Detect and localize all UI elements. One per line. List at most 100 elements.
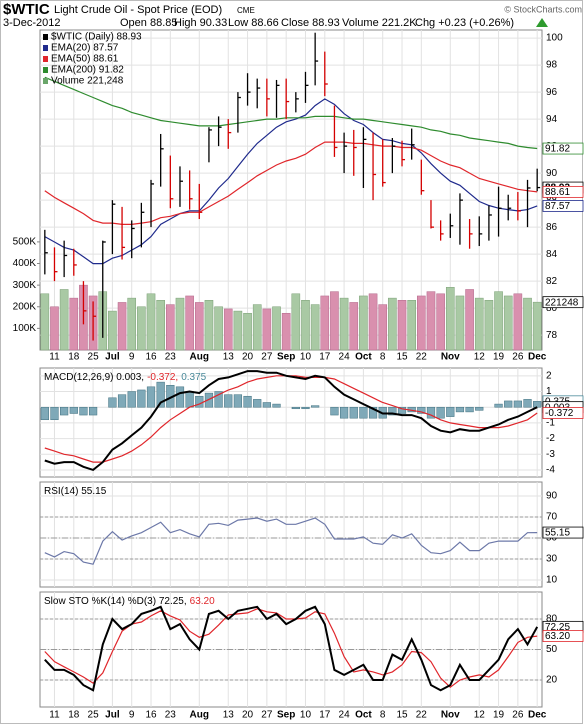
value-tag bbox=[542, 185, 584, 198]
volume-bar bbox=[175, 297, 185, 351]
volume-bar bbox=[59, 289, 69, 351]
histogram-bar bbox=[50, 406, 59, 421]
volume-bar bbox=[426, 291, 436, 351]
volume-bar bbox=[156, 300, 165, 351]
volume-bar bbox=[291, 293, 301, 351]
histogram-bar bbox=[436, 406, 445, 419]
histogram-bar bbox=[40, 406, 49, 421]
symbol: $WTIC bbox=[3, 1, 50, 18]
x-tick-label: 13 bbox=[223, 710, 235, 721]
x-tick-label: 18 bbox=[68, 352, 80, 363]
y-tick-label: 78 bbox=[546, 330, 558, 341]
x-tick-label: 16 bbox=[145, 710, 157, 721]
x-tick-label: 19 bbox=[493, 710, 505, 721]
histogram-bar bbox=[465, 406, 474, 413]
histogram-bar bbox=[494, 403, 503, 408]
volume-bar bbox=[117, 302, 127, 351]
x-tick-label: 25 bbox=[88, 710, 100, 721]
volume-bar bbox=[223, 308, 233, 351]
volume-bar bbox=[233, 310, 243, 351]
histogram-bar bbox=[60, 406, 69, 416]
panel-label-part: 63.20 bbox=[190, 596, 215, 607]
x-tick-label: Sep bbox=[277, 710, 295, 721]
legend-entry: $WTIC (Daily) 88.93 bbox=[51, 32, 142, 43]
x-tick-label: 11 bbox=[49, 710, 60, 721]
histogram-bar bbox=[349, 406, 358, 419]
histogram-bar bbox=[127, 391, 136, 408]
value-tag-label: 91.82 bbox=[545, 144, 570, 155]
histogram-bar bbox=[137, 389, 146, 408]
volume-bar bbox=[378, 304, 388, 351]
histogram-bar bbox=[311, 405, 320, 408]
value-tag bbox=[542, 142, 584, 155]
volume-bar bbox=[166, 304, 175, 351]
y-tick-label: 82 bbox=[546, 276, 558, 287]
y-tick-label: 30 bbox=[546, 554, 558, 565]
up-arrow bbox=[536, 18, 548, 27]
x-tick-label: 17 bbox=[319, 710, 331, 721]
panel-label-part: RSI(14) 55.15 bbox=[44, 486, 107, 497]
x-tick-label: 15 bbox=[396, 710, 408, 721]
histogram-bar bbox=[108, 397, 117, 408]
y-tick-label: 1 bbox=[546, 386, 552, 397]
x-tick-label: Dec bbox=[528, 352, 547, 363]
value-tag bbox=[542, 407, 584, 419]
y-tick-label: 70 bbox=[546, 512, 558, 523]
value-tag bbox=[542, 200, 584, 212]
y-tick-label: 84 bbox=[546, 249, 558, 260]
panel-label-part: Slow STO %K(14) %D(3) 72.25, bbox=[44, 596, 187, 607]
x-tick-label: 17 bbox=[319, 352, 331, 363]
copyright: © StockCharts.com bbox=[504, 4, 582, 14]
histogram-bar bbox=[69, 406, 78, 414]
x-tick-label: Jul bbox=[105, 710, 120, 721]
y2-tick-label: 300K bbox=[13, 280, 37, 291]
instrument-name: Light Crude Oil - Spot Price (EOD) bbox=[54, 4, 222, 16]
volume-bar bbox=[368, 293, 378, 351]
volume-bar bbox=[262, 308, 272, 351]
volume-bar bbox=[436, 293, 445, 351]
volume-bar bbox=[204, 300, 214, 351]
y-tick-label: 90 bbox=[546, 168, 558, 179]
legend-entry: EMA(50) 88.61 bbox=[51, 54, 119, 65]
x-tick-label: 20 bbox=[242, 352, 254, 363]
y-tick-label: -2 bbox=[546, 433, 555, 444]
volume-bar bbox=[397, 300, 407, 351]
x-tick-label: Aug bbox=[190, 710, 209, 721]
date: 3-Dec-2012 bbox=[3, 17, 60, 29]
volume-bar bbox=[532, 301, 542, 351]
volume-bar bbox=[50, 306, 59, 351]
x-tick-label: 12 bbox=[474, 352, 486, 363]
value-tag-label: 63.20 bbox=[545, 631, 570, 642]
x-tick-label: 16 bbox=[145, 352, 157, 363]
histogram-bar bbox=[426, 406, 436, 419]
volume-bar bbox=[349, 302, 359, 351]
volume-bar bbox=[513, 293, 523, 351]
volume-bar bbox=[417, 295, 426, 351]
x-tick-label: 24 bbox=[339, 352, 351, 363]
panel-label-part: 0.375 bbox=[181, 372, 206, 383]
exchange: CME bbox=[237, 6, 255, 15]
histogram-bar bbox=[359, 406, 368, 419]
histogram-bar bbox=[397, 406, 407, 414]
histogram-bar bbox=[504, 400, 513, 408]
y2-tick-label: 500K bbox=[13, 237, 37, 248]
x-tick-label: 23 bbox=[165, 710, 177, 721]
legend-swatch bbox=[43, 67, 48, 73]
histogram-bar bbox=[262, 402, 271, 408]
legend-entry: Volume 221,248 bbox=[51, 76, 124, 87]
panel-label: Slow STO %K(14) %D(3) 72.25, 63.20 bbox=[44, 596, 215, 607]
y-tick-label: 90 bbox=[546, 491, 558, 502]
volume-bar bbox=[69, 297, 79, 351]
x-tick-label: Jul bbox=[105, 352, 120, 363]
histogram-bar bbox=[185, 391, 194, 408]
y-tick-label: -4 bbox=[546, 465, 555, 476]
panel-label: MACD(12,26,9) 0.003, -0.372, 0.375 bbox=[44, 372, 207, 383]
x-tick-label: 26 bbox=[512, 710, 524, 721]
y-tick-label: 96 bbox=[546, 87, 558, 98]
volume-bar bbox=[339, 297, 349, 351]
y-tick-label: 50 bbox=[546, 644, 558, 655]
y-tick-label: 100 bbox=[546, 33, 563, 44]
stat: Close 88.93 bbox=[281, 17, 340, 29]
volume-bar bbox=[252, 304, 262, 351]
y-tick-label: 86 bbox=[546, 222, 558, 233]
